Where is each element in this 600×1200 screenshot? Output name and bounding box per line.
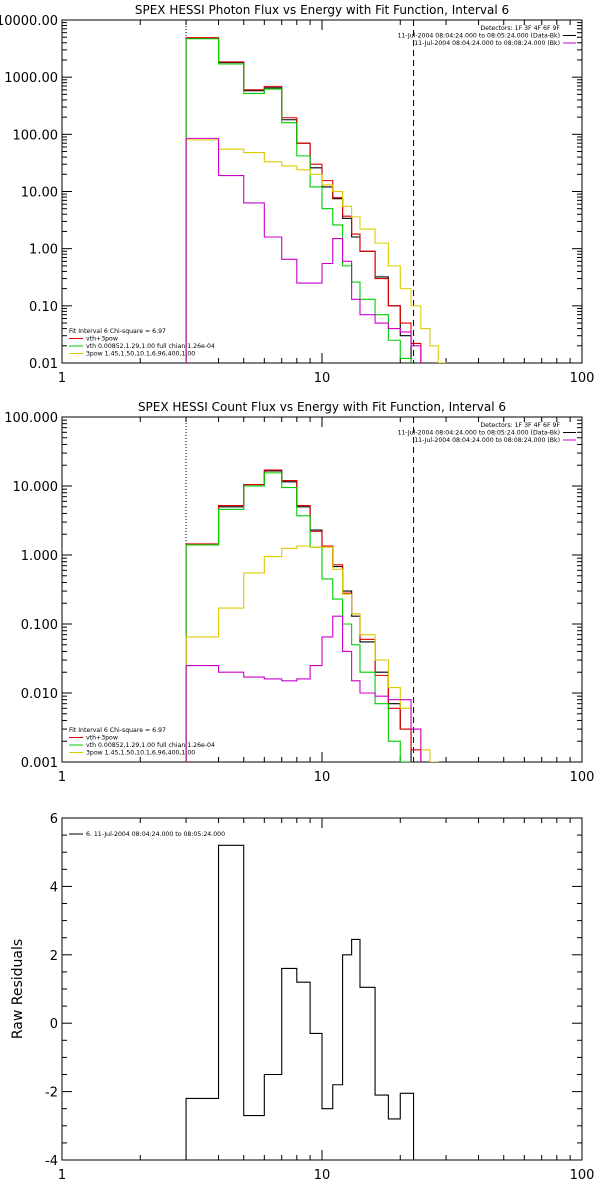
series-line-1: [185, 469, 422, 762]
y-tick-label: 2: [50, 949, 58, 964]
series-line-3: [185, 139, 447, 363]
x-tick-label: 10: [314, 1168, 331, 1183]
y-tick-label: 10.000: [13, 480, 59, 495]
series-line-2: [185, 472, 412, 762]
x-tick-label: 10: [314, 770, 331, 785]
y-tick-label: 1.00: [29, 243, 58, 258]
y-tick-label: 0.010: [21, 687, 58, 702]
header-line: Detectors: 1F 3F 4F 6F 9F: [480, 422, 560, 429]
series-group: [185, 844, 415, 1160]
header-line: 11-Jul-2004 08:04:24.000 to 08:08:24.000…: [414, 437, 560, 444]
series-line-4: [185, 137, 422, 363]
x-tick-label: 100: [570, 371, 595, 386]
header-line: 11-Jul-2004 08:04:24.000 to 08:08:24.000…: [414, 40, 560, 47]
y-tick-label: 0.001: [21, 756, 58, 771]
y-tick-label: -2: [45, 1086, 58, 1101]
plot-frame: [61, 416, 583, 763]
series-group: [185, 469, 439, 762]
plot-3: 1 10 100 -4 -2 0 2 4 6 Raw Residuals 6. 11-Jul-200…: [10, 812, 594, 1183]
x-tick-label: 1: [58, 371, 66, 386]
x-tick-label: 1: [58, 770, 66, 785]
y-tick-label: 100.00: [13, 128, 59, 143]
x-tick-label: 100: [570, 1168, 595, 1183]
plot-title: SPEX HESSI Count Flux vs Energy with Fit…: [138, 400, 506, 414]
x-tick-label: 100: [570, 770, 595, 785]
legend-entry: vth+3pow: [86, 735, 118, 742]
y-tick-label: 1000.00: [4, 71, 58, 86]
header-line: 11-Jul-2004 08:04:24.000 to 08:05:24.000…: [397, 430, 560, 437]
series-line-0: [185, 470, 412, 762]
y-tick-label: 0: [50, 1017, 58, 1032]
legend-entry: 6. 11-Jul-2004 08:04:24.000 to 08:05:24.…: [86, 831, 225, 838]
series-line-0: [185, 37, 412, 363]
header-line: Detectors: 1F 3F 4F 6F 9F: [480, 25, 560, 32]
legend-entry: vth+3pow: [86, 336, 118, 343]
plot-2: SPEX HESSI Count Flux vs Energy with Fit…: [4, 400, 595, 785]
series-line-0: [185, 844, 415, 1160]
header-line: 11-Jul-2004 08:04:24.000 to 08:05:24.000…: [397, 33, 560, 40]
legend-title: Fit Interval 6 Chi-square = 6.97: [69, 727, 166, 734]
y-tick-label: 1.000: [21, 549, 58, 564]
legend-entry: vth 0.00852,1.29,1.00 full chian 1.26e-0…: [86, 343, 215, 350]
y-tick-label: 0.01: [29, 357, 58, 372]
y-tick-label: 10.00: [21, 186, 58, 201]
y-tick-label: 0.10: [29, 300, 58, 315]
y-tick-label: 10000.00: [0, 14, 58, 29]
y-axis-label: Raw Residuals: [10, 939, 26, 1039]
series-group: [185, 37, 447, 363]
series-line-4: [185, 615, 422, 762]
legend-title: Fit Interval 6 Chi-square = 6.97: [69, 328, 166, 335]
y-tick-label: 100.000: [4, 411, 58, 426]
plot-title: SPEX HESSI Photon Flux vs Energy with Fi…: [135, 3, 509, 17]
series-line-3: [185, 545, 439, 762]
x-tick-label: 1: [58, 1168, 66, 1183]
series-line-2: [185, 38, 412, 363]
y-tick-label: 4: [50, 880, 58, 895]
y-tick-label: 0.100: [21, 618, 58, 633]
x-tick-label: 10: [314, 371, 331, 386]
legend-entry: 3pow 1.45,1.50,10.1,6.96,400,1.00: [86, 351, 195, 358]
y-tick-label: -4: [45, 1154, 58, 1169]
legend-entry: 3pow 1.45,1.50,10.1,6.96,400,1.00: [86, 750, 195, 757]
plot-1: SPEX HESSI Photon Flux vs Energy with Fi…: [0, 3, 595, 386]
legend-entry: vth 0.00852,1.29,1.00 full chian 1.26e-0…: [86, 742, 215, 749]
y-tick-label: 6: [50, 812, 58, 827]
